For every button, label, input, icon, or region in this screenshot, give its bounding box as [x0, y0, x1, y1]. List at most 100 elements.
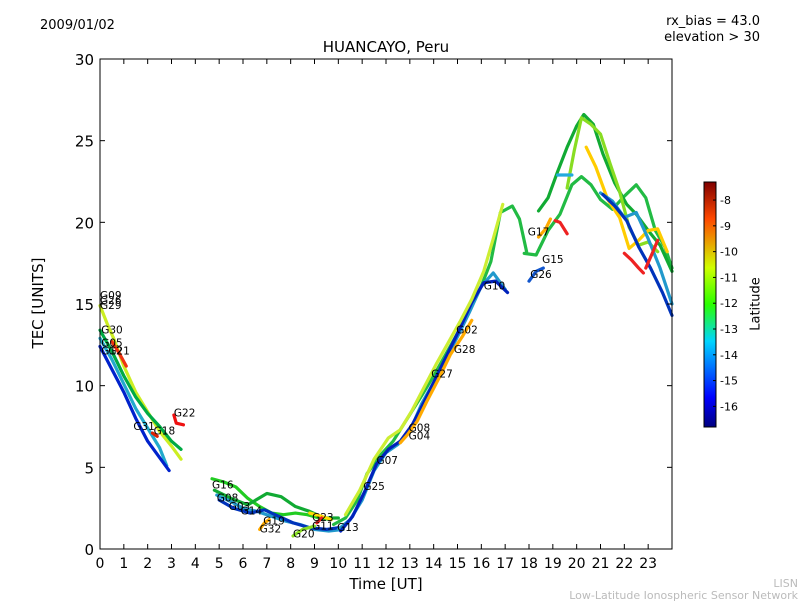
satellite-label: G20 [293, 529, 315, 541]
colorbar-tick-label: -11 [720, 271, 738, 284]
satellite-label: G25 [363, 481, 385, 493]
x-tick-label: 19 [544, 556, 562, 572]
colorbar [703, 181, 717, 428]
colorbar-tick-label: -12 [720, 297, 738, 310]
colorbar-tick-label: -10 [720, 246, 738, 259]
tec-series-18 [343, 202, 505, 517]
colorbar-ticks: -8 -9 -10 -11 -12 -13 -14 -15 -16 [713, 194, 738, 413]
y-tick-label: 20 [75, 214, 94, 232]
tec-series-5 [172, 413, 186, 427]
satellite-label: G11 [312, 520, 334, 532]
colorbar-tick-label: -16 [720, 400, 738, 413]
y-tick-label: 30 [75, 51, 94, 69]
tec-series-12 [308, 511, 333, 522]
x-axis-label: Time [UT] [349, 575, 423, 593]
tec-series-10 [217, 498, 340, 532]
tec-series-20 [522, 175, 674, 270]
watermark-network: Low-Latitude Ionospheric Sensor Network [569, 589, 798, 602]
chart-title: HUANCAYO, Peru [322, 38, 450, 56]
satellite-label: G21 [108, 346, 130, 358]
satellite-label: G22 [174, 408, 196, 420]
satellite-label: G10 [484, 280, 506, 292]
x-tick-label: 7 [262, 556, 271, 572]
x-tick-label: 8 [286, 556, 295, 572]
tec-series-28 [644, 238, 660, 270]
satellite-label: G26 [100, 295, 122, 307]
satellite-label: G08 [217, 493, 239, 505]
colorbar-tick-label: -8 [720, 194, 731, 207]
x-tick-label: 3 [167, 556, 176, 572]
colorbar-tick-label: -9 [720, 220, 731, 233]
watermark-lisn: LISN [773, 577, 798, 590]
tec-series-3 [98, 344, 171, 473]
tec-series-21 [536, 112, 674, 273]
satellite-label: G13 [337, 522, 359, 534]
tec-series-2 [98, 336, 169, 468]
satellite-label: G07 [376, 455, 398, 467]
colorbar-tick-label: -13 [720, 323, 738, 336]
x-tick-label: 23 [639, 556, 657, 572]
satellite-label: G18 [154, 426, 176, 438]
date-label: 2009/01/02 [40, 18, 115, 33]
satellite-label: G16 [212, 480, 234, 492]
satellite-label: G08 [409, 422, 431, 434]
axis-layer: 0 1 2 3 4 5 6 7 8 9 10 11 12 13 14 15 16 17 18 19 20 21 22 2305… [75, 51, 672, 572]
tec-series-19 [398, 318, 474, 445]
tec-series-11 [258, 517, 271, 532]
y-tick-label: 15 [75, 296, 94, 314]
satellite-label: G03 [229, 501, 251, 513]
satellite-label: G02 [456, 324, 478, 336]
satellite-label: G28 [454, 344, 476, 356]
y-tick-label: 5 [84, 459, 94, 477]
x-tick-label: 17 [496, 556, 514, 572]
satellite-label: G29 [100, 300, 122, 312]
x-tick-label: 12 [377, 556, 395, 572]
satellite-label-layer: G09G26G29G30G05G12G21G22G31G18G16G08G03G… [100, 226, 564, 540]
tec-series-1 [98, 328, 183, 451]
tec-series-30 [536, 217, 553, 239]
tec-series-4 [110, 339, 128, 368]
satellite-label: G27 [431, 369, 453, 381]
satellite-label: G23 [312, 512, 334, 524]
satellite-label: G15 [542, 254, 564, 266]
tec-series-25 [598, 191, 674, 306]
tec-series-31 [527, 266, 545, 283]
colorbar-tick-label: -15 [720, 375, 738, 388]
satellite-label: G09 [100, 290, 122, 302]
tec-series-29 [553, 219, 569, 236]
x-tick-label: 18 [520, 556, 538, 572]
x-tick-label: 10 [329, 556, 347, 572]
x-tick-label: 1 [119, 556, 128, 572]
x-tick-label: 0 [96, 556, 105, 572]
tec-series-22 [565, 116, 660, 254]
satellite-label: G19 [263, 516, 285, 528]
satellite-label: G14 [241, 506, 263, 518]
tec-series-13 [315, 516, 324, 525]
y-tick-label: 25 [75, 133, 94, 151]
x-tick-label: 22 [615, 556, 633, 572]
colorbar-tick-label: -14 [720, 349, 738, 362]
satellite-label: G26 [530, 269, 552, 281]
satellite-label: G17 [528, 226, 550, 238]
x-tick-label: 13 [401, 556, 419, 572]
plot-frame [99, 58, 673, 550]
x-tick-label: 14 [425, 556, 443, 572]
satellite-label: G32 [260, 524, 282, 536]
x-tick-label: 4 [191, 556, 200, 572]
satellite-label: G12 [101, 346, 123, 358]
satellite-label: G05 [101, 337, 123, 349]
x-tick-label: 21 [592, 556, 610, 572]
x-tick-label: 15 [449, 556, 467, 572]
x-tick-label: 2 [143, 556, 152, 572]
tec-series-0 [98, 304, 183, 461]
x-tick-label: 16 [472, 556, 490, 572]
tec-series-23 [584, 145, 669, 254]
rx-bias-label: rx_bias = 43.0 [666, 14, 760, 29]
x-tick-label: 6 [239, 556, 248, 572]
x-tick-label: 5 [215, 556, 224, 572]
satellite-label: G31 [133, 421, 155, 433]
x-tick-label: 9 [310, 556, 319, 572]
series-layer [98, 112, 674, 538]
satellite-label: G04 [409, 431, 431, 443]
